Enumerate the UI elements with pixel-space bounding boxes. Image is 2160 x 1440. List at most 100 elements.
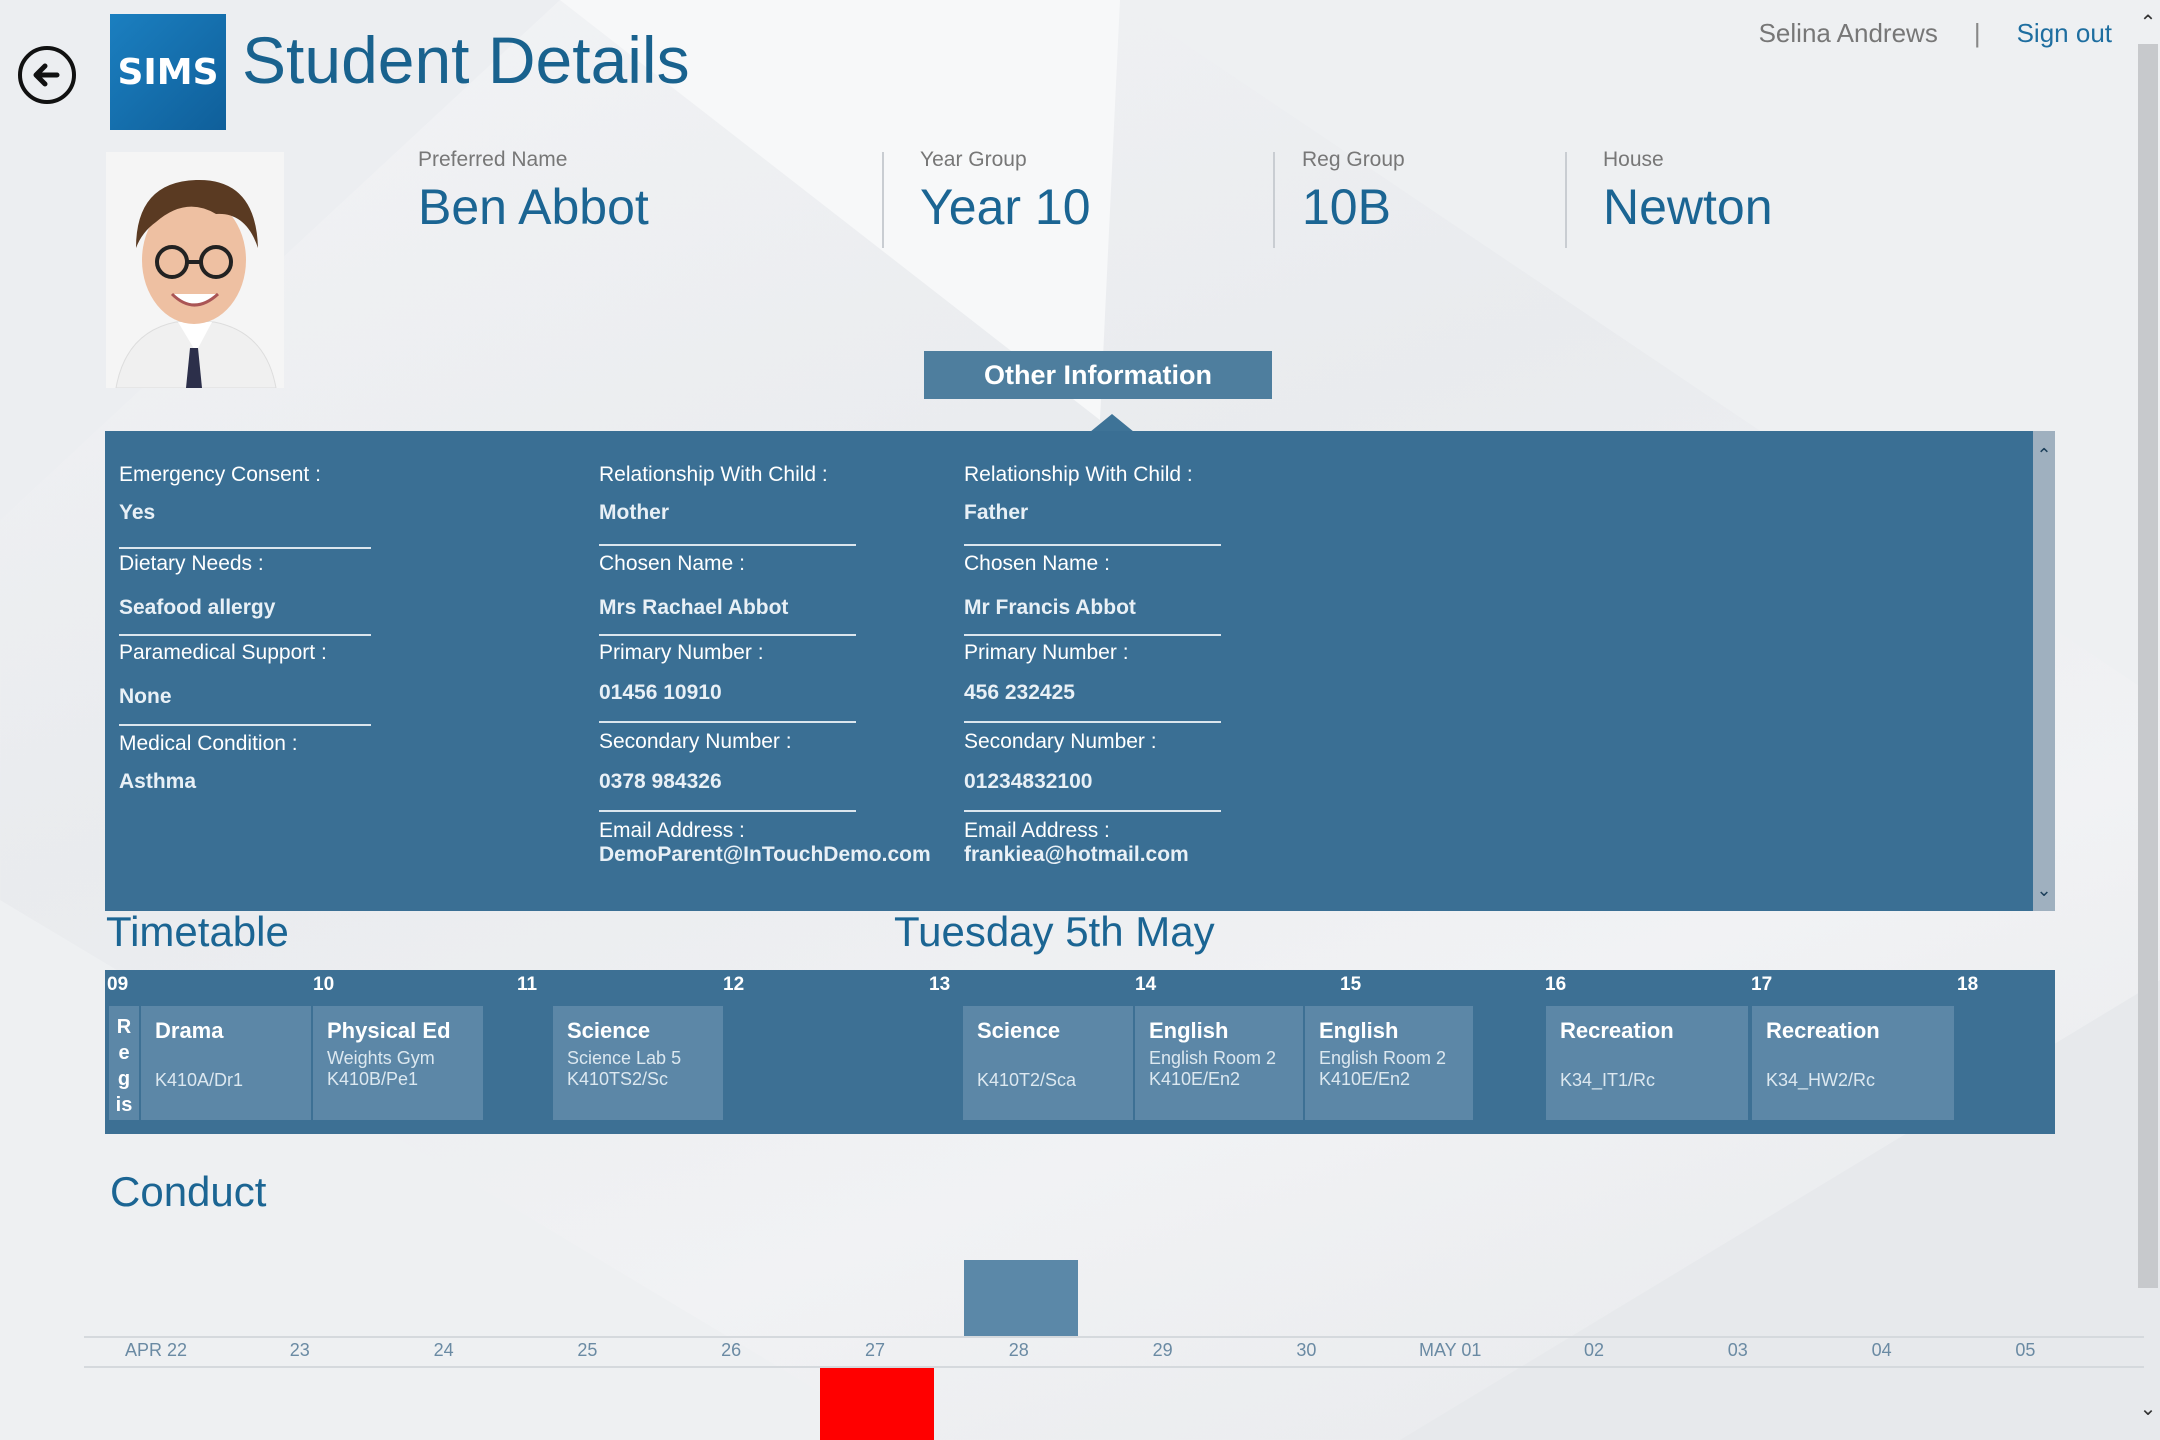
- back-button[interactable]: [18, 46, 76, 104]
- conduct-negative-bar[interactable]: [820, 1368, 934, 1440]
- user-area: Selina Andrews | Sign out: [1759, 18, 2112, 49]
- conduct-date-tick: 27: [864, 1340, 886, 1360]
- chevron-down-icon[interactable]: ⌄: [2139, 1396, 2157, 1420]
- registration-block[interactable]: R e g is: [109, 1006, 139, 1120]
- house-value: Newton: [1603, 179, 1773, 235]
- field-label: Relationship With Child :: [599, 463, 828, 486]
- registration-letter: R: [116, 1016, 132, 1038]
- field-label: Dietary Needs :: [119, 552, 264, 575]
- hour-label: 13: [929, 974, 951, 995]
- conduct-date-tick: 23: [289, 1340, 310, 1360]
- other-information-panel: Emergency Consent : Yes Dietary Needs : …: [105, 431, 2055, 911]
- field-value: frankiea@hotmail.com: [964, 843, 1189, 866]
- field-label: Chosen Name :: [599, 552, 745, 575]
- student-photo-avatar: [106, 152, 284, 388]
- tab-pointer: [1090, 414, 1134, 432]
- emergency-consent-field: Emergency Consent : Yes: [119, 463, 321, 525]
- field-value: Yes: [119, 501, 156, 524]
- year-group-value: Year 10: [920, 179, 1091, 235]
- lesson-room: [155, 1048, 297, 1070]
- chevron-up-icon[interactable]: ⌃: [2139, 10, 2157, 34]
- hour-label: 11: [517, 974, 538, 995]
- lesson-subject: Science: [977, 1018, 1061, 1043]
- field-value: Mother: [599, 501, 669, 524]
- timetable-date[interactable]: Tuesday 5th May: [894, 908, 1215, 955]
- lesson-block[interactable]: Physical Ed Weights Gym K410B/Pe1: [313, 1006, 483, 1120]
- lesson-block[interactable]: Recreation K34_IT1/Rc: [1546, 1006, 1748, 1120]
- sign-out-link[interactable]: Sign out: [2016, 18, 2112, 48]
- field-label: Paramedical Support :: [119, 641, 327, 664]
- conduct-positive-bar[interactable]: [963, 1260, 1078, 1336]
- lesson-class: K410TS2/Sc: [567, 1069, 669, 1089]
- lesson-room: Weights Gym: [327, 1048, 435, 1068]
- lesson-block[interactable]: Science Science Lab 5 K410TS2/Sc: [553, 1006, 723, 1120]
- timetable-title: Timetable: [106, 908, 289, 955]
- page-scrollbar[interactable]: ⌃ ⌄: [2138, 0, 2160, 1440]
- lesson-room: [1560, 1048, 1734, 1070]
- preferred-name-value: Ben Abbot: [418, 179, 649, 235]
- field-underline: [599, 721, 856, 723]
- lesson-room: [1766, 1048, 1940, 1070]
- reg-group-label: Reg Group: [1302, 148, 1405, 171]
- divider: [1273, 152, 1275, 248]
- conduct-date-tick: MAY 01: [1419, 1340, 1482, 1360]
- preferred-name-label: Preferred Name: [418, 148, 568, 171]
- back-arrow-icon: [33, 63, 60, 87]
- field-underline: [119, 547, 371, 549]
- field-label: Medical Condition :: [119, 732, 298, 755]
- lesson-block[interactable]: Drama K410A/Dr1: [141, 1006, 311, 1120]
- hour-label: 10: [313, 974, 335, 995]
- field-value: DemoParent@InTouchDemo.com: [599, 843, 931, 866]
- field-label: Primary Number :: [964, 641, 1129, 664]
- house-block: House Newton: [1603, 148, 1773, 236]
- paramedical-support-field: Paramedical Support : None: [119, 641, 327, 709]
- chevron-down-icon[interactable]: ⌄: [2036, 880, 2052, 900]
- field-value: Mrs Rachael Abbot: [599, 596, 789, 619]
- field-label: Email Address :: [599, 819, 745, 842]
- lesson-subject: Science: [567, 1018, 651, 1043]
- conduct-date-tick: 24: [433, 1340, 454, 1360]
- hour-label: 16: [1545, 974, 1567, 995]
- lesson-subject: English: [1149, 1018, 1229, 1043]
- registration-letter: e: [118, 1042, 130, 1064]
- conduct-date-tick: 05: [2015, 1340, 2036, 1360]
- student-photo: [106, 152, 284, 388]
- field-value: Mr Francis Abbot: [964, 596, 1136, 619]
- hour-label: 15: [1340, 974, 1362, 995]
- chevron-up-icon[interactable]: ⌃: [2036, 445, 2052, 465]
- info-panel-scrollbar[interactable]: ⌃ ⌄: [2033, 431, 2055, 911]
- contact-1-primary-number: Primary Number : 01456 10910: [599, 641, 764, 705]
- field-value: 456 232425: [964, 681, 1075, 704]
- field-underline: [119, 634, 371, 636]
- contact-2-primary-number: Primary Number : 456 232425: [964, 641, 1129, 705]
- lesson-block[interactable]: Science K410T2/Sca: [963, 1006, 1133, 1120]
- lesson-block[interactable]: Recreation K34_HW2/Rc: [1752, 1006, 1954, 1120]
- tab-other-information[interactable]: Other Information: [924, 351, 1272, 399]
- field-value: 01234832100: [964, 770, 1093, 793]
- scrollbar-thumb[interactable]: [2138, 44, 2158, 1288]
- field-value: 01456 10910: [599, 681, 722, 704]
- medical-condition-field: Medical Condition : Asthma: [119, 732, 298, 794]
- lesson-block[interactable]: English English Room 2 K410E/En2: [1135, 1006, 1303, 1120]
- conduct-date-tick: 26: [721, 1340, 742, 1360]
- house-label: House: [1603, 148, 1664, 171]
- field-underline: [119, 724, 371, 726]
- field-underline: [599, 634, 856, 636]
- lesson-block[interactable]: English English Room 2 K410E/En2: [1305, 1006, 1473, 1120]
- contact-2-chosen-name: Chosen Name : Mr Francis Abbot: [964, 552, 1136, 620]
- contact-1-chosen-name: Chosen Name : Mrs Rachael Abbot: [599, 552, 788, 620]
- field-underline: [964, 721, 1221, 723]
- lesson-subject: Recreation: [1766, 1018, 1880, 1043]
- reg-group-block: Reg Group 10B: [1302, 148, 1405, 236]
- lesson-subject: Physical Ed: [327, 1018, 451, 1043]
- field-label: Emergency Consent :: [119, 463, 321, 486]
- contact-1-secondary-number: Secondary Number : 0378 984326: [599, 730, 792, 794]
- field-underline: [964, 810, 1221, 812]
- divider: [882, 152, 884, 248]
- lesson-class: K410E/En2: [1319, 1069, 1411, 1089]
- registration-letter: is: [115, 1094, 133, 1116]
- dietary-needs-field: Dietary Needs : Seafood allergy: [119, 552, 275, 620]
- lesson-class: K410E/En2: [1149, 1069, 1241, 1089]
- hour-label: 09: [107, 974, 129, 995]
- hour-label: 14: [1135, 974, 1157, 995]
